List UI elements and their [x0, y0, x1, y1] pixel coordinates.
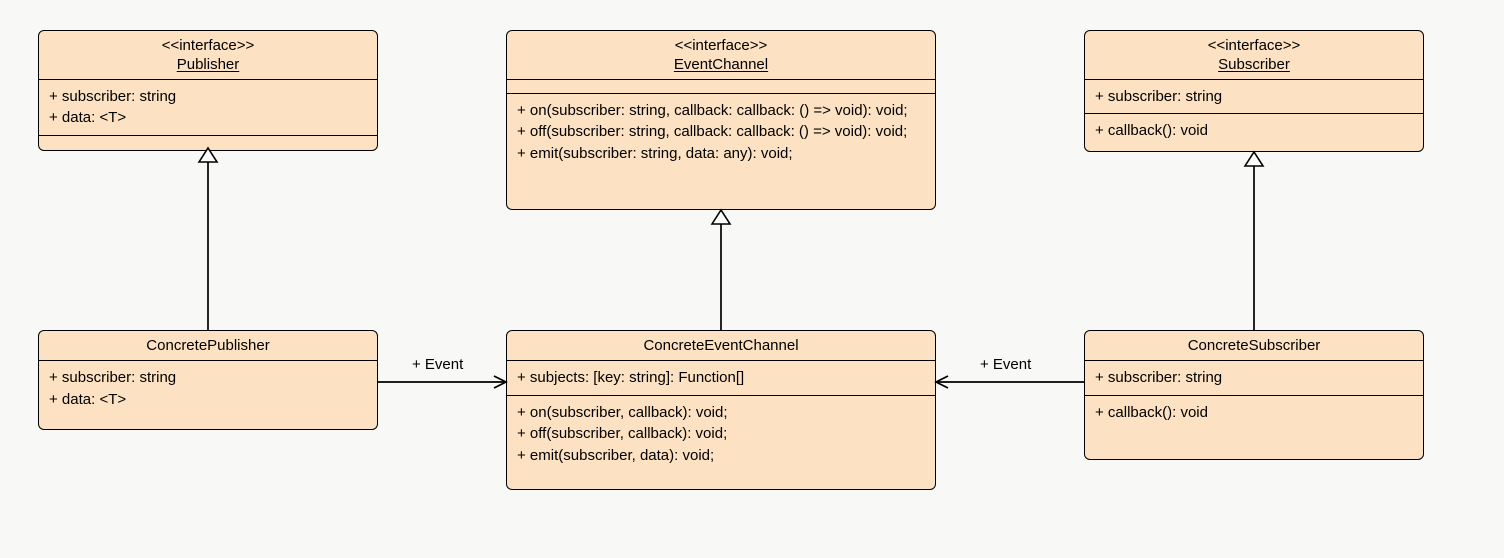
uml-member: + data: <T>	[49, 389, 367, 411]
publisher-interface-box: <<interface>> Publisher + subscriber: st…	[38, 30, 378, 151]
uml-member: + subscriber: string	[49, 367, 367, 389]
uml-member: + callback(): void	[1095, 402, 1413, 424]
uml-member: + subscriber: string	[1095, 367, 1413, 389]
publisher-methods	[39, 136, 377, 150]
uml-member: + data: <T>	[49, 107, 367, 129]
uml-member: + off(subscriber, callback): void;	[517, 423, 925, 445]
uml-member: + emit(subscriber, data): void;	[517, 445, 925, 467]
concrete-subscriber-header: ConcreteSubscriber	[1085, 331, 1423, 361]
eventchannel-title: EventChannel	[515, 56, 927, 75]
publisher-attributes: + subscriber: string+ data: <T>	[39, 80, 377, 137]
eventchannel-stereotype: <<interface>>	[515, 37, 927, 56]
concrete-subscriber-box: ConcreteSubscriber + subscriber: string …	[1084, 330, 1424, 460]
concrete-eventchannel-attributes: + subjects: [key: string]: Function[]	[507, 361, 935, 396]
uml-member: + subjects: [key: string]: Function[]	[517, 367, 925, 389]
uml-member: + subscriber: string	[1095, 86, 1413, 108]
uml-member: + emit(subscriber: string, data: any): v…	[517, 143, 925, 165]
subscriber-title: Subscriber	[1093, 56, 1415, 75]
subscriber-attributes: + subscriber: string	[1085, 80, 1423, 115]
concrete-eventchannel-title: ConcreteEventChannel	[515, 337, 927, 356]
concrete-subscriber-title: ConcreteSubscriber	[1093, 337, 1415, 356]
concrete-publisher-box: ConcretePublisher + subscriber: string+ …	[38, 330, 378, 430]
concrete-publisher-header: ConcretePublisher	[39, 331, 377, 361]
publisher-stereotype: <<interface>>	[47, 37, 369, 56]
uml-member: + on(subscriber, callback): void;	[517, 402, 925, 424]
concrete-eventchannel-methods: + on(subscriber, callback): void;+ off(s…	[507, 396, 935, 473]
concrete-eventchannel-box: ConcreteEventChannel + subjects: [key: s…	[506, 330, 936, 490]
concrete-subscriber-methods: + callback(): void	[1085, 396, 1423, 430]
publisher-header: <<interface>> Publisher	[39, 31, 377, 80]
concrete-eventchannel-header: ConcreteEventChannel	[507, 331, 935, 361]
uml-member: + subscriber: string	[49, 86, 367, 108]
concrete-publisher-title: ConcretePublisher	[47, 337, 369, 356]
concrete-publisher-attributes: + subscriber: string+ data: <T>	[39, 361, 377, 417]
pub-to-chan-label: + Event	[412, 356, 463, 373]
publisher-title: Publisher	[47, 56, 369, 75]
eventchannel-attributes	[507, 80, 935, 94]
eventchannel-interface-box: <<interface>> EventChannel + on(subscrib…	[506, 30, 936, 210]
eventchannel-header: <<interface>> EventChannel	[507, 31, 935, 80]
uml-member: + off(subscriber: string, callback: call…	[517, 121, 925, 143]
concrete-subscriber-attributes: + subscriber: string	[1085, 361, 1423, 396]
subscriber-methods: + callback(): void	[1085, 114, 1423, 148]
sub-to-chan-label: + Event	[980, 356, 1031, 373]
subscriber-header: <<interface>> Subscriber	[1085, 31, 1423, 80]
uml-member: + on(subscriber: string, callback: callb…	[517, 100, 925, 122]
uml-member: + callback(): void	[1095, 120, 1413, 142]
subscriber-stereotype: <<interface>>	[1093, 37, 1415, 56]
subscriber-interface-box: <<interface>> Subscriber + subscriber: s…	[1084, 30, 1424, 152]
eventchannel-methods: + on(subscriber: string, callback: callb…	[507, 94, 935, 171]
